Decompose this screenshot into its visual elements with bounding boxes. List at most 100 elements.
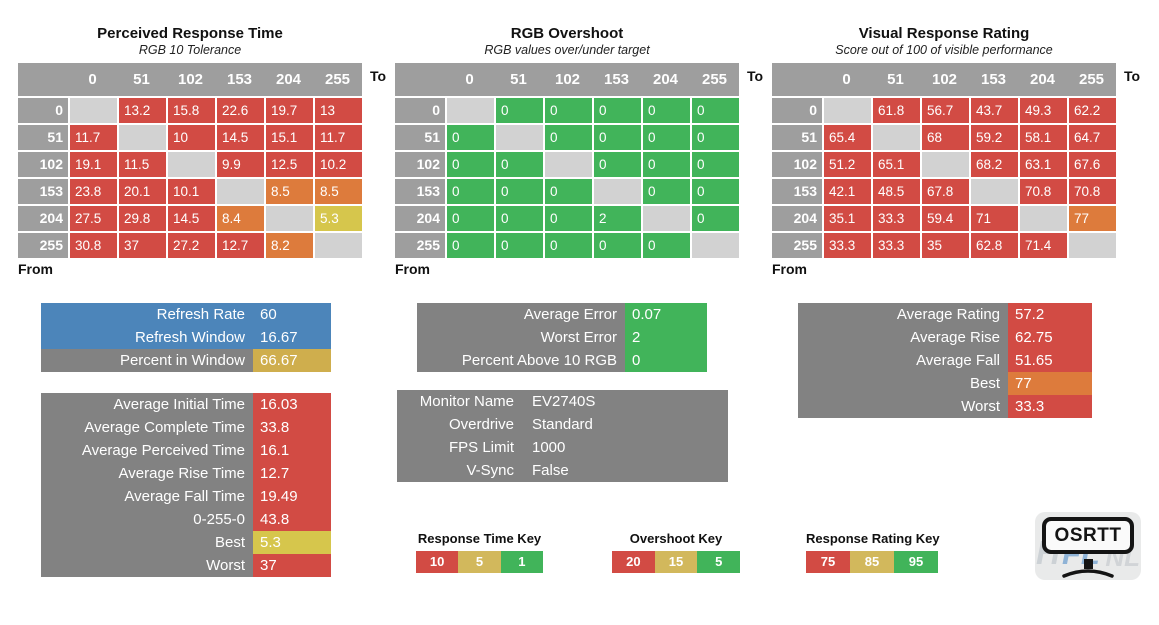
heatmap-cell: 0 <box>496 98 543 123</box>
heatmap-cell <box>594 179 641 204</box>
heatmap-table: 0 51 102 153 204 255 0 13.2 15.8 22.6 19.7 13 51 … <box>18 63 386 258</box>
stat-label: Refresh Window <box>41 326 253 349</box>
heatmap-cell: 0 <box>496 152 543 177</box>
stat-row: Percent Above 10 RGB 0 <box>417 349 707 372</box>
stat-label: Worst <box>41 554 253 577</box>
heatmap-perceived-response-time: Perceived Response Time RGB 10 Tolerance… <box>18 25 386 277</box>
heatmap-cell: 64.7 <box>1069 125 1116 150</box>
heatmap-row: 51 11.7 10 14.5 15.1 11.7 <box>18 125 362 150</box>
heatmap-cell: 37 <box>119 233 166 258</box>
heatmap-row-header: 255 <box>772 233 822 258</box>
heatmap-row: 0 13.2 15.8 22.6 19.7 13 <box>18 98 362 123</box>
heatmap-row-header: 204 <box>18 206 68 231</box>
heatmap-row-header: 102 <box>772 152 822 177</box>
heatmap-cell: 12.7 <box>217 233 264 258</box>
heatmap-title: Visual Response Rating <box>858 25 1030 42</box>
heatmap-cell: 22.6 <box>217 98 264 123</box>
heatmap-row: 153 42.1 48.5 67.8 70.8 70.8 <box>772 179 1116 204</box>
heatmap-cell <box>643 206 690 231</box>
heatmap-cell: 20.1 <box>119 179 166 204</box>
heatmap-cell: 62.8 <box>971 233 1018 258</box>
heatmap-col-header: 102 <box>554 71 581 88</box>
heatmap-cell: 30.8 <box>70 233 117 258</box>
heatmap-cell: 71.4 <box>1020 233 1067 258</box>
heatmap-cell <box>545 152 592 177</box>
heatmap-col-header: 255 <box>324 71 351 88</box>
axis-to-label: To <box>747 68 764 84</box>
stat-row: Average Rise 62.75 <box>798 326 1092 349</box>
stat-row: Percent in Window 66.67 <box>41 349 331 372</box>
overshoot-key: Overshoot Key 20 15 5 <box>612 531 741 573</box>
monitor-icon: OSRTT <box>1042 517 1134 554</box>
heatmap-cell: 33.3 <box>873 233 920 258</box>
heatmap-cell: 0 <box>643 125 690 150</box>
heatmap-row: 0 61.8 56.7 43.7 49.3 62.2 <box>772 98 1116 123</box>
heatmap-cell: 0 <box>545 98 592 123</box>
heatmap-cell: 0 <box>496 233 543 258</box>
key-swatch: 75 <box>806 551 850 573</box>
stat-label: Percent in Window <box>41 349 253 372</box>
stat-row: Best 77 <box>798 372 1092 395</box>
heatmap-cell: 29.8 <box>119 206 166 231</box>
heatmap-cell: 12.5 <box>266 152 313 177</box>
key-swatch: 95 <box>894 551 938 573</box>
heatmap-cell: 58.1 <box>1020 125 1067 150</box>
heatmap-header-row: 0 51 102 153 204 255 <box>18 63 362 96</box>
stat-row: Average Fall 51.65 <box>798 349 1092 372</box>
heatmap-cell <box>217 179 264 204</box>
stat-value: 1000 <box>522 436 728 459</box>
heatmap-cell: 0 <box>594 125 641 150</box>
heatmap-cell: 35.1 <box>824 206 871 231</box>
heatmap-cell: 0 <box>545 179 592 204</box>
heatmap-row-cells: 65.4 68 59.2 58.1 64.7 <box>824 125 1116 150</box>
axis-from-label: From <box>18 261 53 277</box>
heatmap-subtitle: Score out of 100 of visible performance <box>835 43 1053 57</box>
heatmap-cell <box>266 206 313 231</box>
key-swatch: 5 <box>458 551 501 573</box>
heatmap-row: 255 33.3 33.3 35 62.8 71.4 <box>772 233 1116 258</box>
heatmap-cell <box>1069 233 1116 258</box>
heatmap-cell: 56.7 <box>922 98 969 123</box>
heatmap-cell <box>447 98 494 123</box>
stat-row: V-Sync False <box>397 459 728 482</box>
stat-row: FPS Limit 1000 <box>397 436 728 459</box>
stat-value: 33.8 <box>253 416 331 439</box>
stat-row: Worst 33.3 <box>798 395 1092 418</box>
stat-value: 0.07 <box>625 303 707 326</box>
heatmap-cell: 0 <box>447 233 494 258</box>
heatmap-cell: 33.3 <box>824 233 871 258</box>
heatmap-subtitle: RGB values over/under target <box>484 43 650 57</box>
stat-row: Worst 37 <box>41 554 331 577</box>
stat-value: 16.1 <box>253 439 331 462</box>
heatmap-col-header: 0 <box>842 71 851 88</box>
key-swatch: 1 <box>500 551 543 573</box>
heatmap-cell: 0 <box>692 179 739 204</box>
stat-label: Worst <box>798 395 1008 418</box>
heatmap-cell: 19.1 <box>70 152 117 177</box>
stat-row: 0-255-0 43.8 <box>41 508 331 531</box>
heatmap-body: 0 61.8 56.7 43.7 49.3 62.2 51 65.4 68 59.2 58.1… <box>772 98 1116 258</box>
heatmap-row-cells: 33.3 33.3 35 62.8 71.4 <box>824 233 1116 258</box>
stat-value: 43.8 <box>253 508 331 531</box>
heatmap-row-cells: 42.1 48.5 67.8 70.8 70.8 <box>824 179 1116 204</box>
stat-row: Average Rating 57.2 <box>798 303 1092 326</box>
heatmap-row-header: 51 <box>395 125 445 150</box>
heatmap-cell <box>496 125 543 150</box>
heatmap-title: RGB Overshoot <box>510 25 624 42</box>
stat-label: Best <box>41 531 253 554</box>
stat-row: Average Complete Time 33.8 <box>41 416 331 439</box>
heatmap-cell: 33.3 <box>873 206 920 231</box>
stat-row: Average Rise Time 12.7 <box>41 462 331 485</box>
heatmap-cell: 0 <box>692 206 739 231</box>
heatmap-row-cells: 11.7 10 14.5 15.1 11.7 <box>70 125 362 150</box>
stat-value: EV2740S <box>522 390 728 413</box>
osrtt-logo: H FL NL OSRTT <box>1035 512 1141 580</box>
heatmap-cell: 9.9 <box>217 152 264 177</box>
